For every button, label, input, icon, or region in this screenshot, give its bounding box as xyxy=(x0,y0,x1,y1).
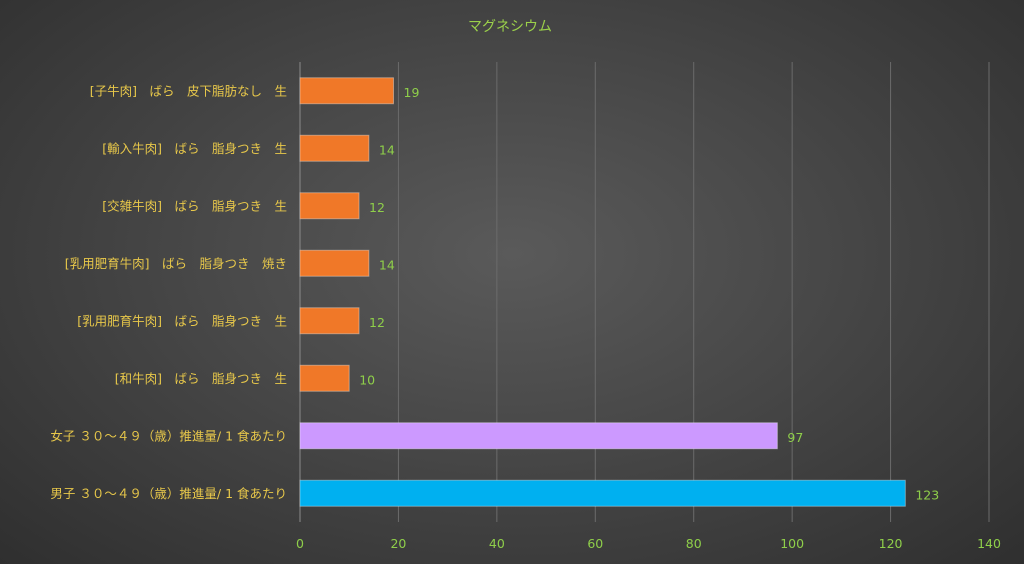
data-label: 19 xyxy=(404,85,420,100)
bar xyxy=(299,479,906,507)
x-tick-label: 0 xyxy=(296,536,304,551)
bar xyxy=(299,364,350,392)
x-tick-label: 100 xyxy=(780,536,804,551)
bar xyxy=(299,192,360,220)
bar xyxy=(299,249,370,277)
data-label: 12 xyxy=(369,200,385,215)
category-labels: [子牛肉] ばら 皮下脂肪なし 生 [輸入牛肉] ばら 脂身つき 生 [交雑牛肉] … xyxy=(50,83,287,501)
data-label: 12 xyxy=(369,315,385,330)
chart-title: マグネシウム xyxy=(468,19,552,35)
x-tick-label: 40 xyxy=(489,536,505,551)
bar xyxy=(299,77,395,105)
data-label: 14 xyxy=(379,257,395,272)
x-tick-label: 80 xyxy=(686,536,702,551)
x-tick-label: 140 xyxy=(977,536,1001,551)
category-label: 女子 ３０～４９（歳）推進量/ 1 食あたり xyxy=(50,428,287,443)
data-label: 14 xyxy=(379,142,395,157)
x-tick-label: 120 xyxy=(879,536,903,551)
category-label: [和牛肉] ばら 脂身つき 生 xyxy=(115,371,287,386)
data-label: 97 xyxy=(787,430,803,445)
x-tick-label: 60 xyxy=(587,536,603,551)
data-label: 123 xyxy=(915,487,939,502)
category-label: 男子 ３０～４９（歳）推進量/ 1 食あたり xyxy=(50,486,287,501)
x-tick-labels: 0 20 40 60 80 100 120 140 xyxy=(296,536,1001,551)
category-label: [子牛肉] ばら 皮下脂肪なし 生 xyxy=(90,83,287,98)
bar xyxy=(299,134,370,162)
bar xyxy=(299,422,778,450)
category-label: [乳用肥育牛肉] ばら 脂身つき 生 xyxy=(77,313,287,328)
x-tick-label: 20 xyxy=(390,536,406,551)
bar xyxy=(299,307,360,335)
data-labels: 19 14 12 14 12 10 97 123 xyxy=(359,85,939,503)
data-label: 10 xyxy=(359,372,375,387)
category-label: [交雑牛肉] ばら 脂身つき 生 xyxy=(102,198,287,213)
category-label: [乳用肥育牛肉] ばら 脂身つき 焼き xyxy=(65,256,287,271)
category-label: [輸入牛肉] ばら 脂身つき 生 xyxy=(102,141,287,156)
bars xyxy=(299,77,906,507)
gridlines xyxy=(299,62,990,522)
